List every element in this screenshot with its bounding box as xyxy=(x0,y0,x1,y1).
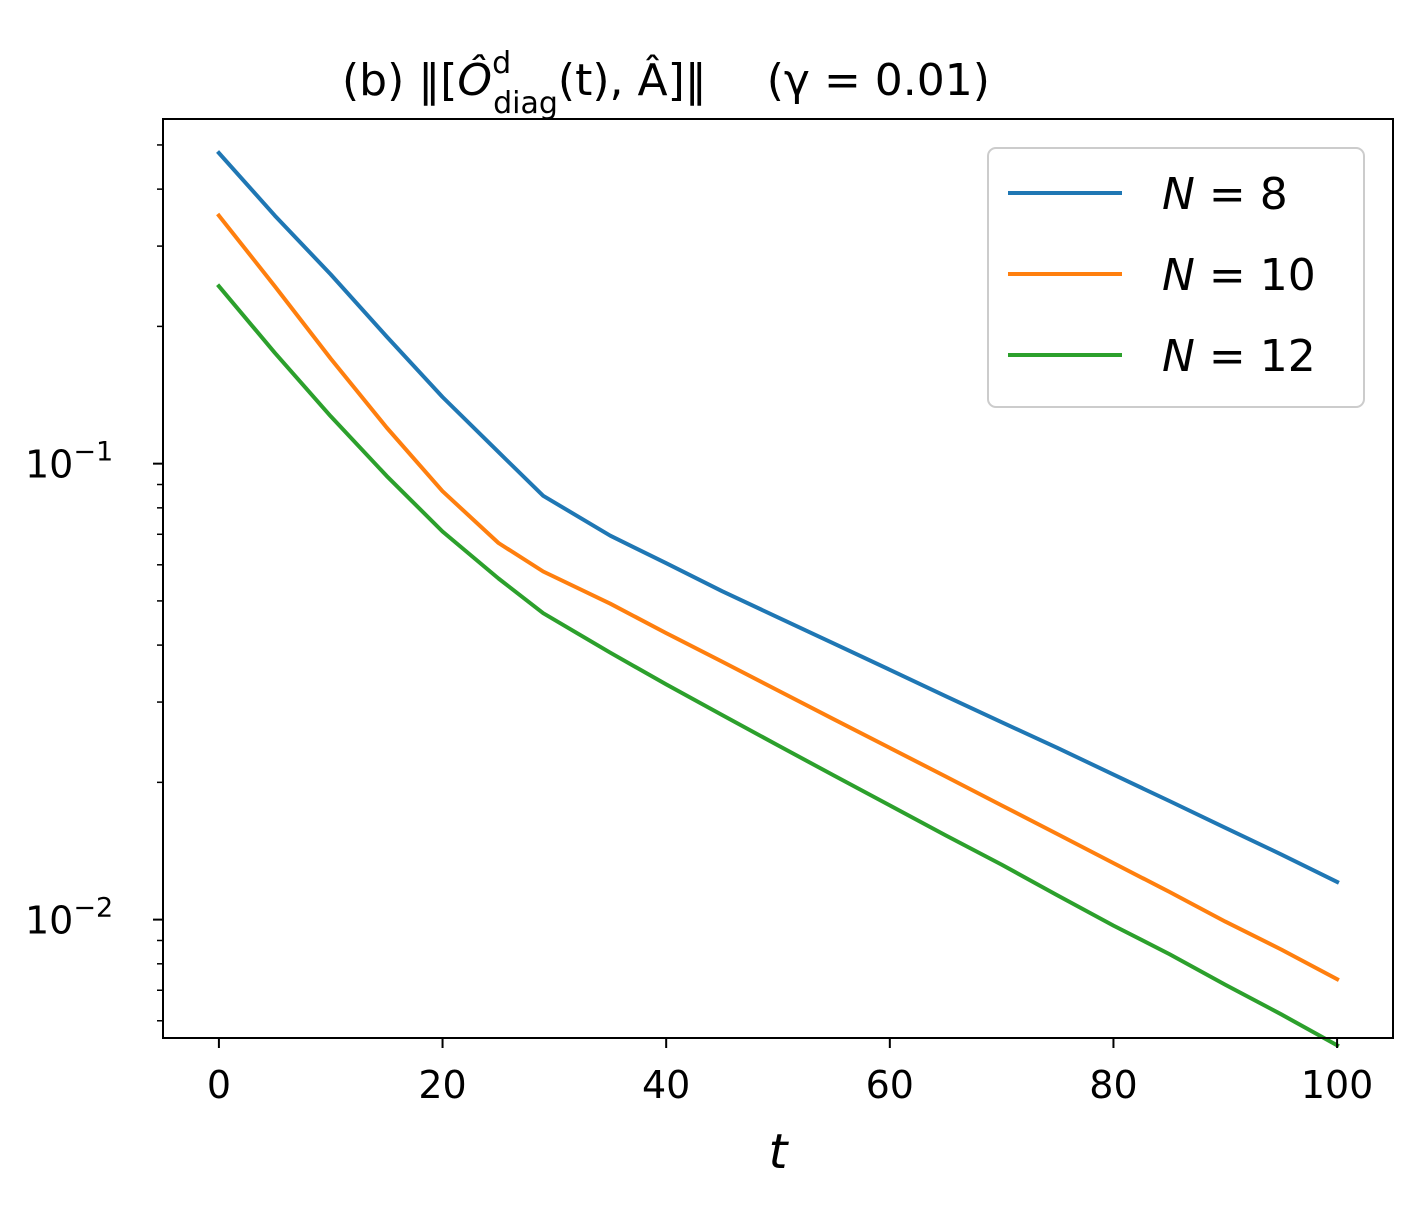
title-subscript: diag xyxy=(493,86,558,121)
legend-label-1: N = 10 xyxy=(1162,250,1316,301)
axes-frame xyxy=(162,118,1394,1039)
title-prefix: (b) ‖[ xyxy=(342,55,457,106)
y-tick-label-0: 10−1 xyxy=(25,437,113,487)
title-operator: Ô xyxy=(457,53,492,106)
chart-title: (b) ‖[Ôd diag(t), Â]‖ (γ = 0.01) xyxy=(342,46,990,121)
title-parameter: (γ = 0.01) xyxy=(767,55,990,106)
x-tick-label-2: 40 xyxy=(642,1063,690,1107)
y-axis-ticks: 10−1 10−2 xyxy=(25,144,163,1022)
x-tick-label-0: 0 xyxy=(207,1063,231,1107)
legend: N = 8 N = 10 N = 12 xyxy=(987,147,1365,408)
series-line-0 xyxy=(216,150,1340,885)
x-axis-ticks: 0 20 40 60 80 100 xyxy=(207,1038,1374,1107)
x-tick-label-4: 80 xyxy=(1089,1063,1137,1107)
x-axis-label: t xyxy=(769,1124,790,1180)
x-tick-label-5: 100 xyxy=(1301,1063,1374,1107)
plot-area: 0 20 40 60 80 100 10−1 10−2 xyxy=(25,118,1394,1107)
legend-box xyxy=(987,147,1365,408)
series-line-1 xyxy=(216,212,1340,982)
x-tick-label-1: 20 xyxy=(418,1063,466,1107)
y-tick-label-1: 10−2 xyxy=(25,893,113,943)
legend-items: N = 8 N = 10 N = 12 xyxy=(1008,169,1316,382)
title-argument: (t), Â]‖ xyxy=(558,53,707,106)
chart-title-text: (b) ‖[Ôd diag(t), Â]‖ (γ = 0.01) xyxy=(342,46,990,121)
title-superscript: d xyxy=(492,46,511,81)
legend-label-0: N = 8 xyxy=(1162,169,1288,220)
series-layer xyxy=(216,150,1340,1049)
legend-label-2: N = 12 xyxy=(1162,331,1316,382)
x-tick-label-3: 60 xyxy=(866,1063,914,1107)
series-line-2 xyxy=(216,283,1340,1049)
